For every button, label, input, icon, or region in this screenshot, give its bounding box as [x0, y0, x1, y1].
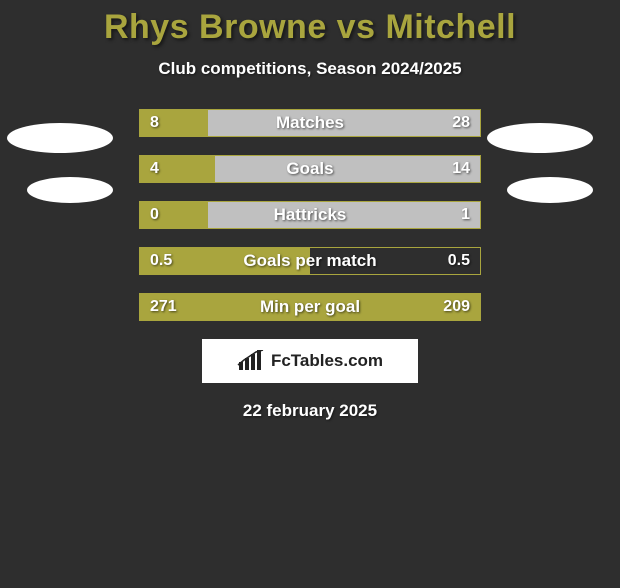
logo-text: FcTables.com	[271, 351, 383, 371]
logo-box: FcTables.com	[202, 339, 418, 383]
stat-row: 414Goals	[139, 155, 481, 183]
stat-name: Goals per match	[140, 251, 480, 271]
stats-area: 828Matches 414Goals 01Hattricks 0.50.5Goals…	[0, 109, 620, 321]
stat-row: 828Matches	[139, 109, 481, 137]
player-oval	[27, 177, 113, 203]
stat-name: Hattricks	[140, 205, 480, 225]
page-title: Rhys Browne vs Mitchell	[0, 8, 620, 47]
stat-row: 271209Min per goal	[139, 293, 481, 321]
subtitle: Club competitions, Season 2024/2025	[0, 59, 620, 79]
player-oval	[507, 177, 593, 203]
stat-name: Matches	[140, 113, 480, 133]
player-oval	[487, 123, 593, 153]
stat-row: 01Hattricks	[139, 201, 481, 229]
logo: FcTables.com	[237, 350, 383, 372]
player-oval	[7, 123, 113, 153]
stat-name: Goals	[140, 159, 480, 179]
date-line: 22 february 2025	[0, 401, 620, 421]
stat-name: Min per goal	[140, 297, 480, 317]
stat-row: 0.50.5Goals per match	[139, 247, 481, 275]
chart-icon	[237, 350, 265, 372]
